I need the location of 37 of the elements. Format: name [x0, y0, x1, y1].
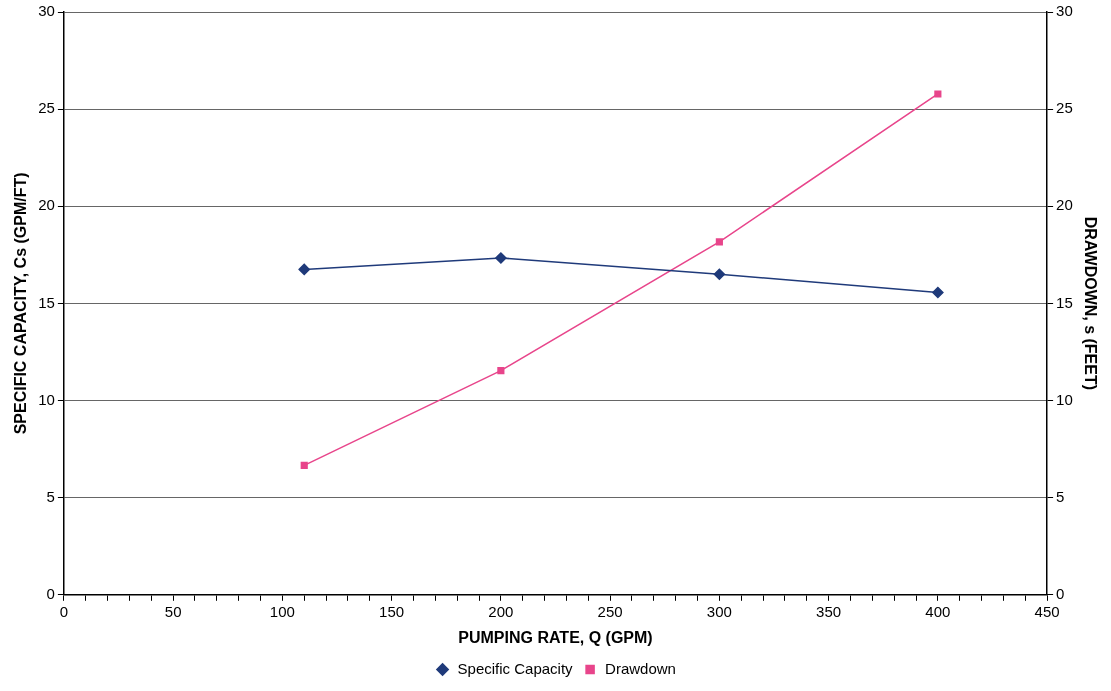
- y2-tick-label: 5: [1056, 487, 1065, 505]
- y-tick-label: 5: [46, 487, 55, 505]
- legend-label: Specific Capacity: [457, 659, 574, 677]
- x-tick-label: 250: [597, 602, 623, 620]
- x-tick-label: 200: [488, 602, 514, 620]
- y-tick-label: 15: [38, 293, 55, 311]
- y-tick-label: 25: [38, 99, 55, 117]
- y-tick-label: 30: [38, 2, 55, 20]
- point: [713, 268, 726, 281]
- point: [300, 461, 308, 469]
- point: [495, 252, 507, 264]
- y2-tick-label: 15: [1056, 293, 1073, 311]
- y2-tick-label: 10: [1056, 390, 1073, 408]
- y-tick-label: 10: [38, 390, 55, 408]
- y-tick-label: 20: [38, 196, 55, 214]
- x-tick-label: 150: [379, 602, 405, 620]
- y2-tick-label: 20: [1056, 196, 1073, 214]
- x-axis-title: PUMPING RATE, Q (GPM): [458, 628, 653, 646]
- y2-tick-label: 30: [1056, 2, 1073, 20]
- y2-tick-label: 0: [1056, 584, 1065, 602]
- point: [932, 286, 944, 299]
- x-tick-label: 450: [1034, 602, 1060, 620]
- x-tick-label: 400: [925, 602, 951, 620]
- x-tick-label: 50: [164, 602, 182, 620]
- y-axis-title: SPECIFIC CAPACITY, Cs (GPM/FT): [12, 172, 30, 435]
- y2-axis-title: DRAWDOWN, s (FEET): [1081, 216, 1099, 391]
- x-tick-label: 300: [706, 602, 732, 620]
- x-tick-label: 100: [269, 602, 295, 620]
- legend-label: Drawdown: [605, 659, 676, 677]
- point: [298, 263, 310, 276]
- point: [934, 90, 942, 98]
- x-tick-label: 0: [59, 602, 69, 620]
- y2-tick-label: 25: [1056, 99, 1073, 117]
- x-tick-label: 350: [816, 602, 842, 620]
- point: [715, 238, 723, 246]
- y-tick-label: 0: [46, 584, 55, 602]
- point: [497, 367, 505, 375]
